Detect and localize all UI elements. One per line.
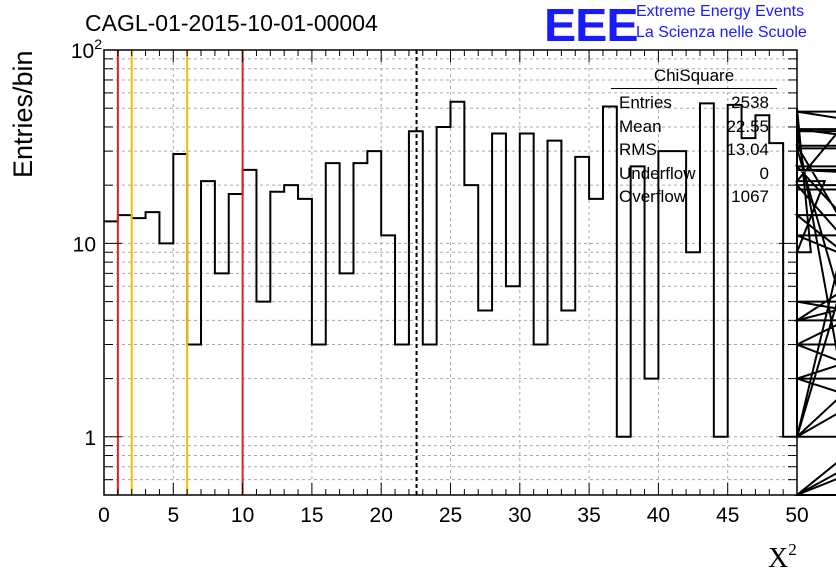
y-tick-label: 1 <box>84 427 96 450</box>
logo-subtitle-2: La Scienza nelle Scuole <box>636 24 807 41</box>
x-tick-label: 15 <box>300 504 323 527</box>
x-tick-label: 10 <box>231 504 254 527</box>
y-axis-label: Entries/bin <box>8 50 38 178</box>
histogram-title: CAGL-01-2015-10-01-00004 <box>85 10 378 36</box>
eee-logo: EEE <box>544 0 639 51</box>
x-tick-label: 20 <box>370 504 393 527</box>
x-tick-label: 50 <box>785 504 808 527</box>
x-tick-label: 40 <box>647 504 670 527</box>
stats-title: ChiSquare <box>611 66 777 89</box>
x-tick-label: 5 <box>167 504 179 527</box>
logo-subtitle-1: Extreme Energy Events <box>636 3 805 20</box>
histogram-step-line <box>104 100 836 496</box>
stats-box: ChiSquare Entries 2538 Mean 22.55 RMS 13.04… <box>611 66 777 209</box>
y-tick-label: 102 <box>71 36 102 63</box>
y-tick-label: 10 <box>73 233 96 256</box>
stat-row-underflow: Underflow 0 <box>619 163 769 183</box>
stat-row-mean: Mean 22.55 <box>619 116 769 136</box>
stat-row-entries: Entries 2538 <box>619 93 769 112</box>
x-tick-label: 25 <box>439 504 462 527</box>
x-tick-label: 35 <box>577 504 600 527</box>
stat-row-rms: RMS 13.04 <box>619 140 769 159</box>
stat-row-overflow: Overflow 1067 <box>619 187 769 206</box>
x-axis-label: X2 <box>768 540 797 574</box>
x-tick-label: 45 <box>716 504 739 527</box>
x-tick-label: 30 <box>508 504 531 527</box>
x-tick-label: 0 <box>98 504 110 527</box>
